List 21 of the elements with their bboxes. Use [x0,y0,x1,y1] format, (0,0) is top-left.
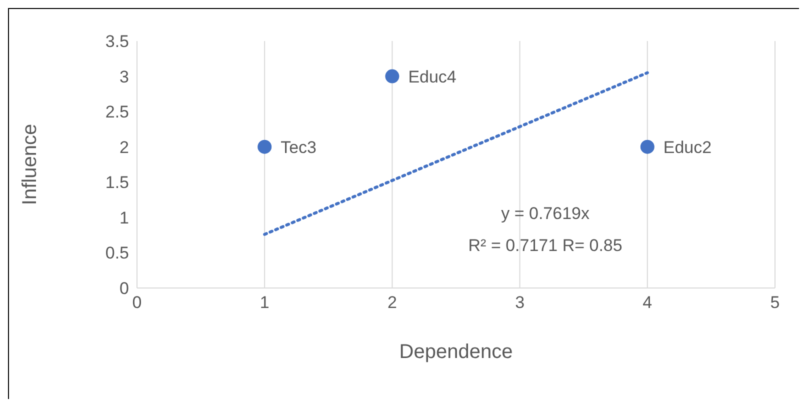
y-tick-label: 2.5 [105,102,129,122]
x-tick-label: 1 [260,293,270,312]
y-tick-label: 1.5 [105,173,129,192]
x-tick-label: 4 [642,293,652,312]
annotation: Educ4 [408,67,456,86]
y-tick-label: 0 [120,279,129,298]
annotation: Tec3 [280,138,317,157]
y-tick-label: 1 [120,208,129,228]
annotation: y = 0.7619x [501,204,590,223]
x-tick-label: 2 [387,293,397,312]
x-axis-title: Dependence [399,341,513,363]
x-tick-label: 5 [770,293,780,312]
x-tick-label: 3 [515,293,525,312]
annotation: Educ2 [663,138,712,157]
y-tick-label: 0.5 [105,244,129,263]
x-tick-label: 0 [132,293,142,312]
y-tick-label: 3 [120,67,129,86]
y-tick-label: 3.5 [105,32,129,52]
y-axis-title: Influence [19,124,42,206]
y-tick-label: 2 [120,138,129,157]
annotation: R² = 0.7171 R= 0.85 [468,236,622,255]
